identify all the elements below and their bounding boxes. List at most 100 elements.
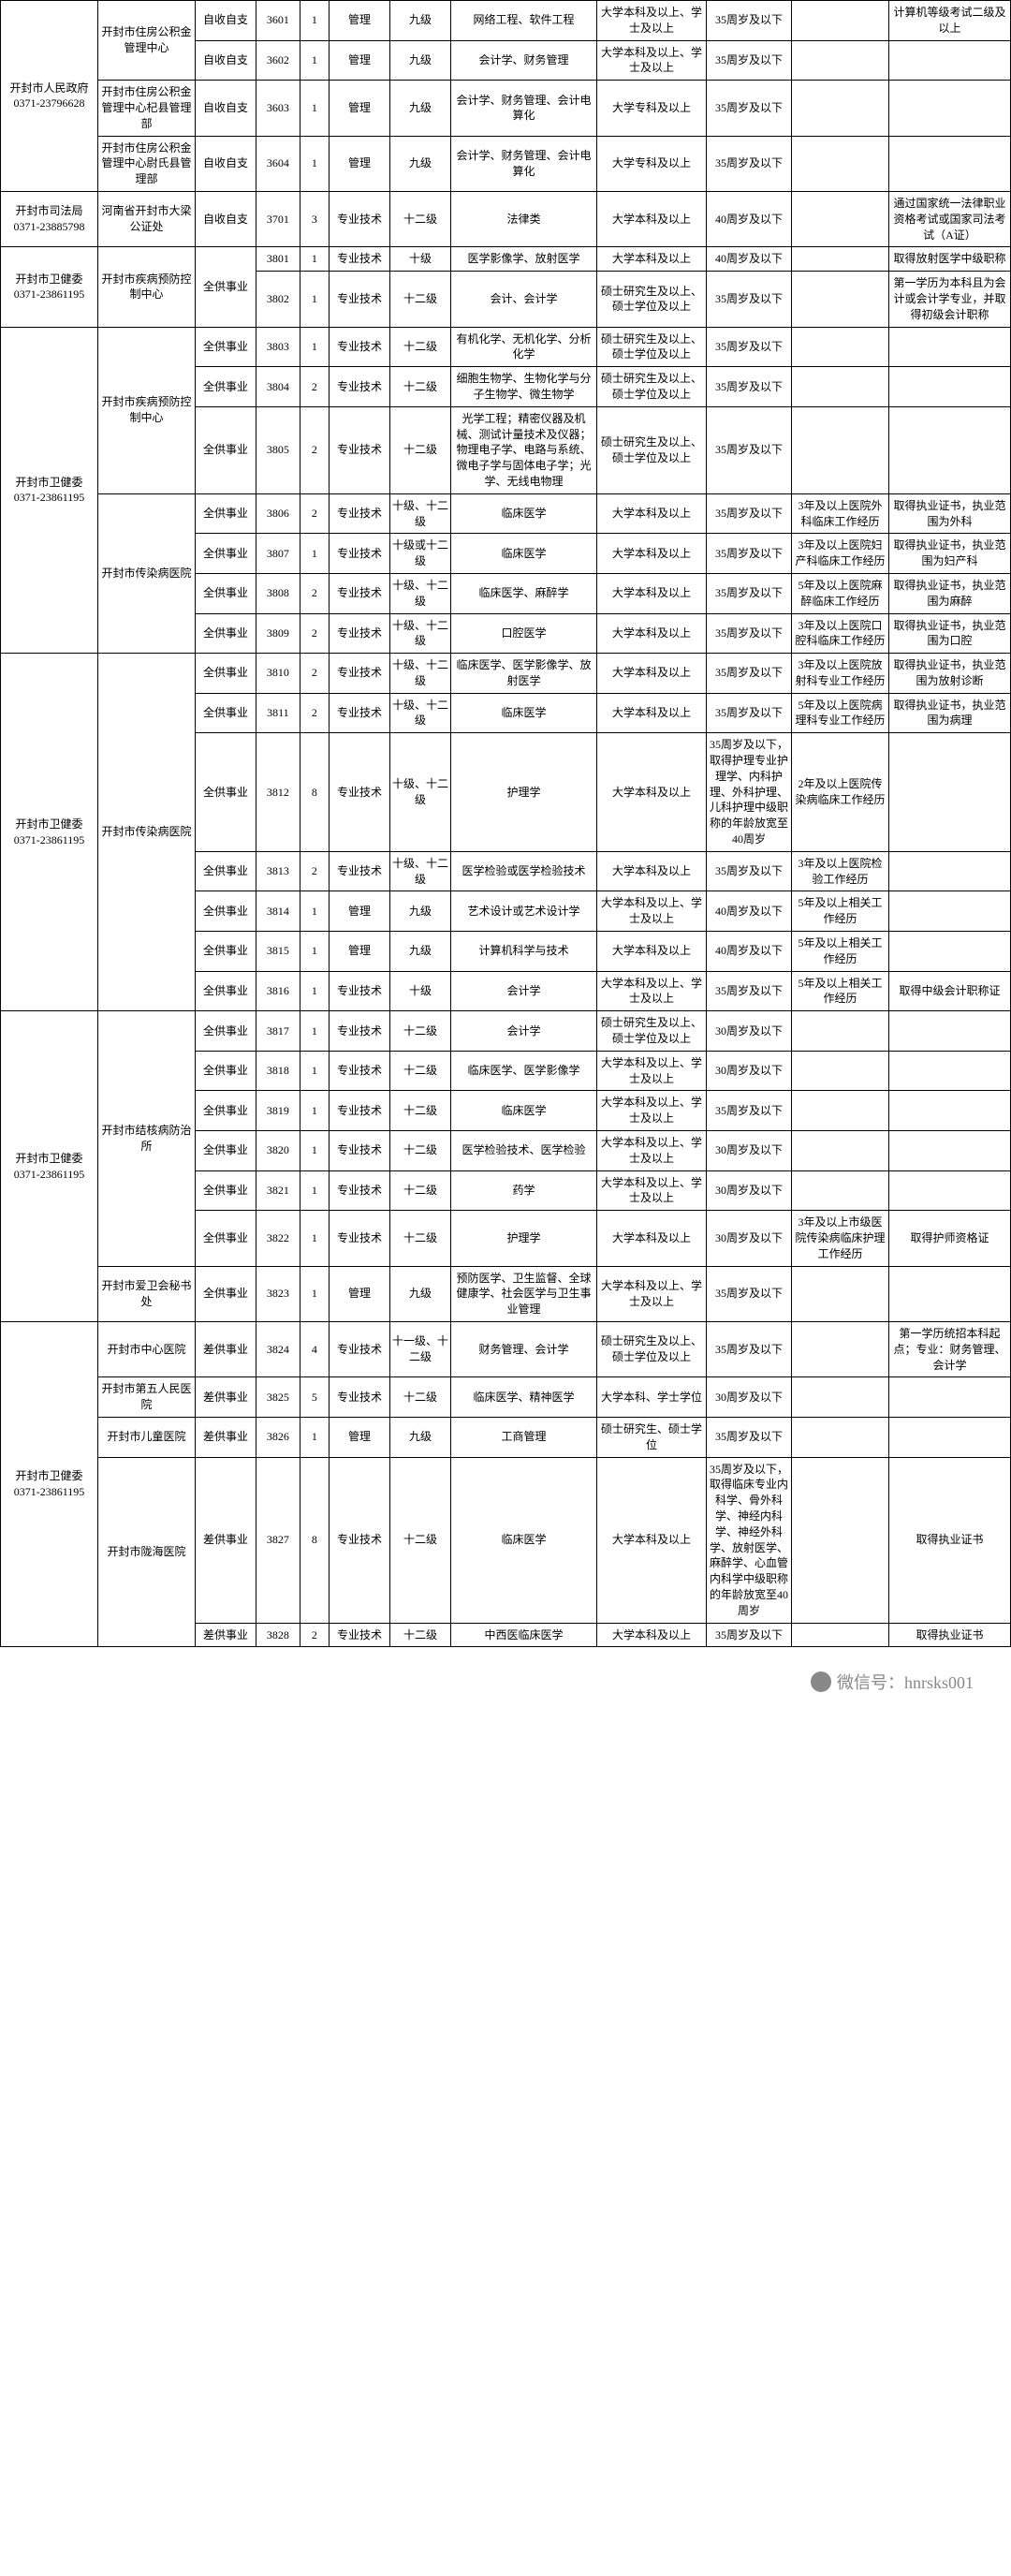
cell-age: 35周岁及以下	[706, 367, 791, 407]
cell-id: 3602	[256, 40, 300, 81]
cell-id: 3822	[256, 1211, 300, 1266]
cell-ptype: 专业技术	[329, 1321, 389, 1376]
cell-major: 财务管理、会计学	[450, 1321, 596, 1376]
cell-grade: 九级	[389, 81, 450, 136]
cell-age: 35周岁及以下，取得临床专业内科学、骨外科学、神经内科学、神经外科学、放射医学、…	[706, 1457, 791, 1623]
cell-major: 临床医学	[450, 693, 596, 733]
cell-fund: 自收自支	[196, 136, 256, 191]
cell-major: 医学检验或医学检验技术	[450, 851, 596, 891]
cell-unit: 开封市疾病预防控制中心	[98, 247, 196, 327]
table-row: 开封市住房公积金管理中心尉氏县管理部自收自支36041管理九级会计学、财务管理、…	[1, 136, 1011, 191]
cell-exp: 3年及以上医院妇产科临床工作经历	[791, 534, 888, 574]
cell-dept: 开封市卫健委0371-23861195	[1, 1321, 98, 1646]
cell-fund: 自收自支	[196, 191, 256, 246]
cell-exp	[791, 1321, 888, 1376]
cell-ptype: 专业技术	[329, 654, 389, 694]
cell-edu: 大学专科及以上	[596, 81, 706, 136]
cell-age: 40周岁及以下	[706, 932, 791, 972]
cell-major: 会计学、财务管理、会计电算化	[450, 81, 596, 136]
cell-exp	[791, 1457, 888, 1623]
cell-ptype: 专业技术	[329, 733, 389, 852]
cell-major: 口腔医学	[450, 613, 596, 654]
cell-id: 3824	[256, 1321, 300, 1376]
table-row: 开封市爱卫会秘书处全供事业38231管理九级预防医学、卫生监督、全球健康学、社会…	[1, 1266, 1011, 1321]
cell-age: 35周岁及以下	[706, 1623, 791, 1647]
cell-age: 35周岁及以下	[706, 1321, 791, 1376]
cell-ptype: 管理	[329, 81, 389, 136]
cell-id: 3809	[256, 613, 300, 654]
cell-edu: 大学本科及以上、学士及以上	[596, 1051, 706, 1091]
cell-fund: 全供事业	[196, 1170, 256, 1211]
cell-id: 3827	[256, 1457, 300, 1623]
cell-exp	[791, 1051, 888, 1091]
cell-edu: 大学本科及以上	[596, 1457, 706, 1623]
cell-note	[888, 1131, 1010, 1171]
cell-major: 会计、会计学	[450, 272, 596, 327]
cell-fund: 全供事业	[196, 1091, 256, 1131]
cell-age: 35周岁及以下	[706, 272, 791, 327]
cell-note	[888, 327, 1010, 367]
cell-num: 2	[300, 367, 329, 407]
cell-edu: 大学本科及以上	[596, 693, 706, 733]
cell-note	[888, 891, 1010, 932]
cell-grade: 十级、十二级	[389, 573, 450, 613]
cell-note: 取得执业证书	[888, 1623, 1010, 1647]
cell-ptype: 专业技术	[329, 272, 389, 327]
cell-unit: 开封市住房公积金管理中心	[98, 1, 196, 81]
cell-exp: 3年及以上医院外科临床工作经历	[791, 493, 888, 534]
cell-dept: 开封市司法局0371-23885798	[1, 191, 98, 246]
cell-note	[888, 1377, 1010, 1418]
cell-id: 3604	[256, 136, 300, 191]
cell-id: 3812	[256, 733, 300, 852]
cell-num: 1	[300, 1170, 329, 1211]
cell-major: 临床医学	[450, 1091, 596, 1131]
cell-age: 35周岁及以下	[706, 693, 791, 733]
cell-ptype: 专业技术	[329, 534, 389, 574]
cell-id: 3801	[256, 247, 300, 272]
cell-id: 3818	[256, 1051, 300, 1091]
cell-fund: 全供事业	[196, 971, 256, 1011]
cell-exp	[791, 40, 888, 81]
table-row: 开封市传染病医院全供事业38062专业技术十级、十二级临床医学大学本科及以上35…	[1, 493, 1011, 534]
cell-note	[888, 367, 1010, 407]
cell-num: 1	[300, 247, 329, 272]
cell-grade: 十二级	[389, 1377, 450, 1418]
cell-major: 临床医学、医学影像学、放射医学	[450, 654, 596, 694]
cell-unit: 开封市疾病预防控制中心	[98, 327, 196, 493]
cell-exp	[791, 1377, 888, 1418]
cell-num: 2	[300, 851, 329, 891]
cell-edu: 硕士研究生及以上、硕士学位及以上	[596, 272, 706, 327]
cell-note: 取得执业证书，执业范围为外科	[888, 493, 1010, 534]
cell-ptype: 专业技术	[329, 1051, 389, 1091]
cell-exp: 5年及以上医院麻醉临床工作经历	[791, 573, 888, 613]
cell-ptype: 管理	[329, 1, 389, 41]
cell-fund: 全供事业	[196, 573, 256, 613]
cell-ptype: 专业技术	[329, 191, 389, 246]
wechat-icon	[811, 1671, 831, 1692]
cell-edu: 大学本科及以上	[596, 654, 706, 694]
cell-grade: 十二级	[389, 327, 450, 367]
cell-major: 临床医学	[450, 1457, 596, 1623]
cell-dept: 开封市卫健委0371-23861195	[1, 1011, 98, 1322]
cell-unit: 开封市住房公积金管理中心杞县管理部	[98, 81, 196, 136]
cell-dept: 开封市卫健委0371-23861195	[1, 247, 98, 327]
cell-age: 35周岁及以下	[706, 136, 791, 191]
table-row: 开封市人民政府0371-23796628开封市住房公积金管理中心自收自支3601…	[1, 1, 1011, 41]
footer: 微信号：hnrsks001	[0, 1647, 1011, 1703]
cell-exp	[791, 136, 888, 191]
cell-ptype: 专业技术	[329, 1011, 389, 1052]
cell-major: 临床医学、精神医学	[450, 1377, 596, 1418]
cell-id: 3805	[256, 406, 300, 493]
cell-major: 护理学	[450, 1211, 596, 1266]
table-row: 开封市司法局0371-23885798河南省开封市大梁公证处自收自支37013专…	[1, 191, 1011, 246]
cell-exp: 3年及以上市级医院传染病临床护理工作经历	[791, 1211, 888, 1266]
cell-note: 取得执业证书，执业范围为妇产科	[888, 534, 1010, 574]
cell-edu: 大学本科及以上、学士及以上	[596, 971, 706, 1011]
cell-num: 3	[300, 191, 329, 246]
cell-edu: 大学本科及以上	[596, 573, 706, 613]
cell-ptype: 管理	[329, 136, 389, 191]
cell-num: 1	[300, 272, 329, 327]
cell-ptype: 专业技术	[329, 693, 389, 733]
cell-major: 工商管理	[450, 1417, 596, 1457]
cell-num: 2	[300, 406, 329, 493]
